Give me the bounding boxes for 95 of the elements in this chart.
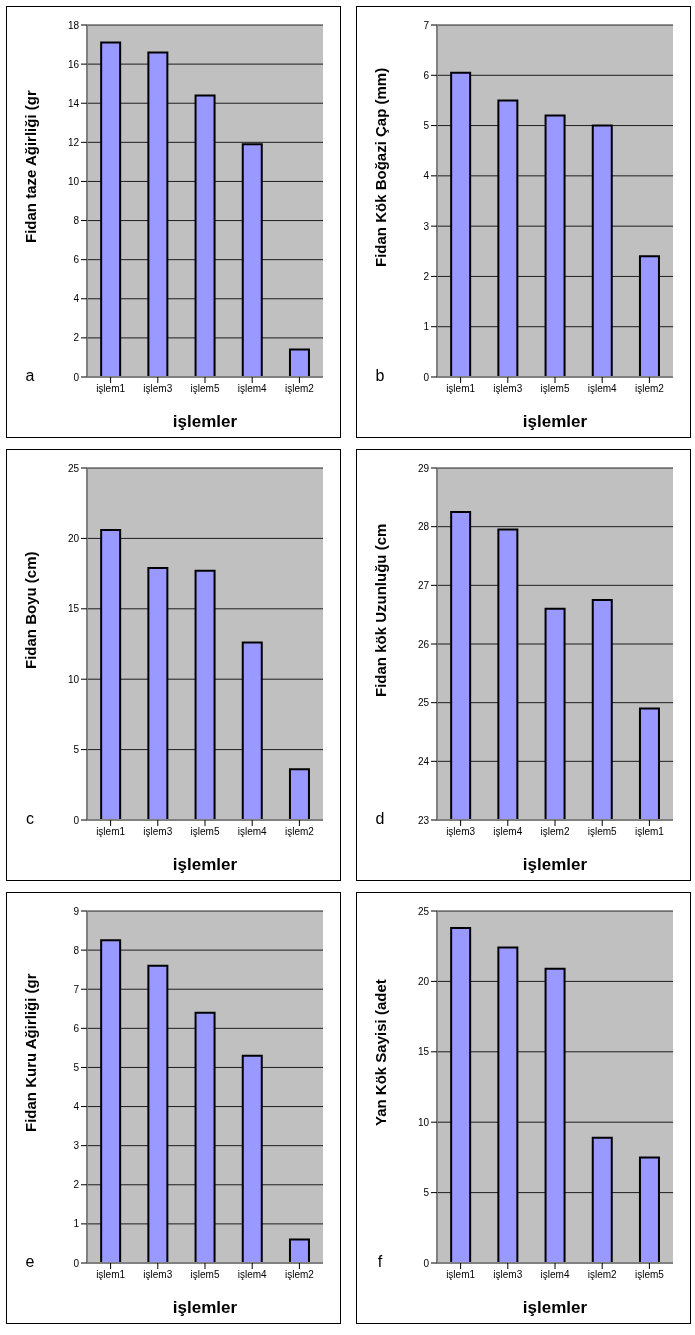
y-tick-label: 20 (67, 532, 80, 544)
text: d (375, 810, 385, 828)
y-tick-label: 2 (423, 270, 430, 282)
y-tick-label: 10 (67, 673, 80, 685)
y-tick-label: 6 (73, 254, 80, 266)
x-tick-label: işlem4 (237, 1269, 268, 1281)
x-tick-label: işlem5 (190, 383, 220, 395)
y-tick-label: 4 (423, 170, 430, 182)
y-tick-label: 9 (73, 905, 80, 917)
y-tick-label: 25 (67, 462, 80, 474)
y-axis-title: Fidan Kuru Ağirliği (gr (21, 972, 39, 1135)
x-tick-label: işlem4 (540, 1269, 570, 1281)
x-tick-label: işlem5 (540, 383, 570, 395)
x-tick-label: işlem1 (446, 1269, 476, 1281)
y-tick-label: 27 (417, 579, 430, 591)
x-tick-label: işlem2 (284, 383, 315, 395)
y-tick-label: 0 (423, 1257, 430, 1269)
x-tick-label: işlem3 (143, 1269, 173, 1281)
y-axis-title: Fidan Boyu (cm) (21, 550, 39, 671)
x-tick-label: işlem3 (493, 1269, 523, 1281)
y-tick-label: 10 (67, 175, 80, 187)
y-tick-label: 10 (417, 1116, 430, 1128)
y-tick-label: 15 (67, 603, 80, 615)
x-tick-label: işlem1 (96, 1269, 126, 1281)
y-axis-title: Fidan Kök Boğazi Çap (mm) (371, 66, 389, 269)
y-tick-label: 3 (423, 220, 430, 232)
y-tick-label: 15 (417, 1046, 430, 1058)
text: e (25, 1253, 35, 1271)
y-axis-title: Fidan taze Ağirliği (gr (21, 89, 39, 246)
y-tick-label: 0 (73, 371, 80, 383)
y-axis-title: Yan Kök Sayisi (adet (371, 978, 389, 1129)
y-tick-label: 0 (73, 814, 80, 826)
x-tick-label: işlem1 (634, 826, 665, 838)
x-tick-label: işlem3 (493, 383, 523, 395)
y-tick-label: 25 (417, 697, 430, 709)
x-axis-title: işlemler (172, 412, 238, 431)
y-tick-label: 16 (67, 58, 80, 70)
y-tick-label: 5 (423, 1187, 430, 1199)
text: f (377, 1253, 383, 1271)
y-tick-label: 24 (417, 755, 430, 767)
y-tick-label: 0 (423, 371, 430, 383)
x-tick-label: işlem1 (446, 383, 476, 395)
y-tick-label: 25 (417, 905, 430, 917)
x-tick-label: işlem2 (284, 826, 315, 838)
y-tick-label: 8 (73, 215, 80, 227)
y-tick-label: 28 (417, 521, 430, 533)
y-tick-label: 5 (73, 1061, 80, 1073)
x-tick-label: işlem3 (446, 826, 476, 838)
x-tick-label: işlem5 (587, 826, 618, 838)
y-tick-label: 2 (73, 332, 80, 344)
x-tick-label: işlem3 (143, 383, 173, 395)
y-tick-label: 18 (67, 19, 80, 31)
y-tick-label: 7 (73, 983, 80, 995)
y-tick-label: 4 (73, 293, 80, 305)
x-tick-label: işlem4 (587, 383, 618, 395)
x-tick-label: işlem4 (493, 826, 523, 838)
x-axis-title: işlemler (172, 1298, 238, 1317)
x-tick-label: işlem2 (284, 1269, 315, 1281)
text: a (25, 367, 35, 385)
y-tick-label: 2 (73, 1179, 80, 1191)
text: c (26, 810, 34, 828)
y-tick-label: 8 (73, 944, 80, 956)
y-tick-label: 26 (417, 638, 430, 650)
y-tick-label: 5 (73, 744, 80, 756)
x-tick-label: işlem1 (96, 383, 126, 395)
x-tick-label: işlem5 (190, 826, 220, 838)
x-tick-label: işlem4 (237, 826, 268, 838)
y-tick-label: 6 (423, 69, 430, 81)
y-tick-label: 5 (423, 120, 430, 132)
y-tick-label: 4 (73, 1101, 80, 1113)
x-tick-label: işlem1 (96, 826, 126, 838)
x-tick-label: işlem2 (587, 1269, 618, 1281)
y-tick-label: 1 (73, 1218, 80, 1230)
text: b (375, 367, 385, 385)
y-tick-label: 12 (67, 136, 80, 148)
y-tick-label: 0 (73, 1257, 80, 1269)
x-tick-label: işlem5 (190, 1269, 220, 1281)
y-tick-label: 1 (423, 321, 430, 333)
y-tick-label: 29 (417, 462, 430, 474)
x-axis-title: işlemler (522, 1298, 588, 1317)
x-tick-label: işlem3 (143, 826, 173, 838)
y-axis-title: Fidan kök Uzunluğu (cm (371, 522, 389, 699)
y-tick-label: 3 (73, 1140, 80, 1152)
y-tick-label: 7 (423, 19, 430, 31)
y-tick-label: 20 (417, 975, 430, 987)
x-tick-label: işlem2 (634, 383, 665, 395)
x-axis-title: işlemler (522, 412, 588, 431)
y-tick-label: 6 (73, 1022, 80, 1034)
y-tick-label: 14 (67, 97, 80, 109)
x-tick-label: işlem2 (540, 826, 570, 838)
x-tick-label: işlem5 (634, 1269, 665, 1281)
x-axis-title: işlemler (172, 855, 238, 874)
x-tick-label: işlem4 (237, 383, 268, 395)
x-axis-title: işlemler (522, 855, 588, 874)
y-tick-label: 23 (417, 814, 430, 826)
